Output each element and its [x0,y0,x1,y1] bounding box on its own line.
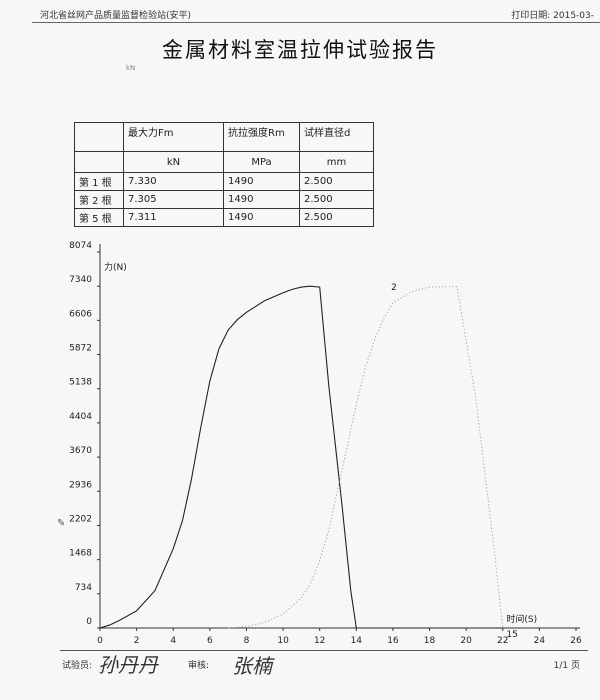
table-header-row: 最大力Fm 抗拉强度Rm 试样直径d [74,122,374,152]
row-d: 2.500 [299,172,374,191]
x-tick-label: 24 [534,636,546,646]
footer-divider [60,650,588,651]
table-header-cell: 最大力Fm [123,122,224,152]
y-tick-label: 1468 [69,549,92,559]
row-rm: 1490 [223,172,300,191]
y-axis-label: 力(N) [104,261,127,273]
row-fm: 7.330 [123,172,224,191]
unit-mark: kN [126,64,136,72]
organization-name: 河北省丝网产品质量监督检验站(安平) [40,11,192,21]
table-units-row: kN MPa mm [74,151,374,173]
y-tick-label: 8074 [69,241,92,251]
x-tick-label: 22 [497,636,508,646]
y-tick-label: 0 [86,617,92,627]
row-d: 2.500 [299,208,374,227]
table-row: 第 2 根 7.305 1490 2.500 [74,190,374,209]
x-tick-label: 16 [387,636,399,646]
x-axis-label: 时间(S) [506,613,537,625]
page-number: 1/1 页 [553,661,580,671]
y-tick-label: 5138 [69,378,92,388]
row-d: 2.500 [299,190,374,209]
force-time-chart: 8074734066065872513844043670293622021468… [69,241,582,646]
y-tick-label: 2936 [69,480,92,490]
y-tick-label: 734 [75,583,92,593]
table-row: 第 5 根 7.311 1490 2.500 [74,208,374,227]
x-tick-label: 14 [351,636,363,646]
table-header-cell: 试样直径d [299,122,374,152]
series-label: 2 [391,283,397,293]
y-tick-label: 7340 [69,275,92,285]
row-label: 第 1 根 [74,172,124,191]
x-tick-label: 26 [570,636,582,646]
x-tick-label: 18 [424,636,436,646]
row-rm: 1490 [223,190,300,209]
print-date: 打印日期: 2015-03- [511,11,594,21]
reviewer-label: 审核: [188,661,210,671]
table-unit-cell: MPa [223,151,300,173]
x-tick-label: 10 [277,636,289,646]
y-tick-label: 4404 [69,412,92,422]
margin-pen-mark: ✎ [57,518,66,529]
row-rm: 1490 [223,208,300,227]
x-end-label: 15 [506,630,517,640]
reviewer-signature: 张楠 [232,654,272,678]
series-line-2 [228,286,504,629]
series-line-1 [99,285,503,629]
table-row: 第 1 根 7.330 1490 2.500 [74,172,374,191]
tester-signature: 孙丹丹 [98,653,158,677]
report-title: 金属材料室温拉伸试验报告 [162,38,438,62]
table-unit-cell: mm [299,151,374,173]
results-table: 最大力Fm 抗拉强度Rm 试样直径d kN MPa mm 第 1 根 7.330… [74,122,374,227]
table-unit-cell [74,151,124,173]
y-tick-label: 6606 [69,309,92,319]
y-tick-label: 5872 [69,344,92,354]
x-tick-label: 12 [314,636,325,646]
x-tick-label: 6 [207,636,213,646]
table-header-cell [74,122,124,152]
y-tick-label: 2202 [69,514,92,524]
x-tick-label: 4 [170,636,176,646]
table-header-cell: 抗拉强度Rm [223,122,300,152]
x-tick-label: 0 [97,636,103,646]
table-unit-cell: kN [123,151,224,173]
row-fm: 7.305 [123,190,224,209]
tester-label: 试验员: [62,661,93,671]
x-tick-label: 8 [244,636,250,646]
row-label: 第 5 根 [74,208,124,227]
y-tick-label: 3670 [69,446,92,456]
header-divider [32,22,600,23]
row-label: 第 2 根 [74,190,124,209]
x-tick-label: 20 [460,636,472,646]
row-fm: 7.311 [123,208,224,227]
x-tick-label: 2 [134,636,140,646]
